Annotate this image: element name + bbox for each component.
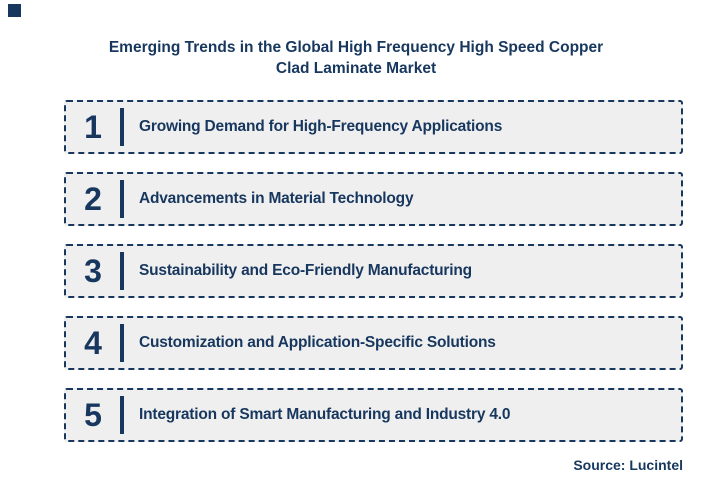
trend-number: 4 [84, 325, 102, 361]
trend-number: 5 [84, 397, 102, 433]
trend-number: 2 [84, 181, 102, 217]
trend-list: 1 Growing Demand for High-Frequency Appl… [64, 100, 683, 442]
trend-item-4: 4 Customization and Application-Specific… [64, 316, 683, 370]
source-attribution: Source: Lucintel [573, 457, 683, 473]
trend-label: Advancements in Material Technology [139, 190, 414, 207]
number-divider-bar [120, 396, 124, 434]
page-title-line-1: Emerging Trends in the Global High Frequ… [108, 39, 604, 56]
corner-square-icon [8, 4, 21, 17]
trend-number: 1 [84, 109, 102, 145]
number-divider-bar [120, 252, 124, 290]
trend-label: Sustainability and Eco-Friendly Manufact… [139, 262, 472, 279]
trend-number: 3 [84, 253, 102, 289]
page-title: Emerging Trends in the Global High Frequ… [0, 37, 712, 79]
page-title-line-2: Clad Laminate Market [275, 60, 437, 77]
trend-label: Integration of Smart Manufacturing and I… [139, 406, 511, 423]
number-divider-bar [120, 324, 124, 362]
number-divider-bar [120, 108, 124, 146]
trend-item-1: 1 Growing Demand for High-Frequency Appl… [64, 100, 683, 154]
trend-label: Customization and Application-Specific S… [139, 334, 496, 351]
trend-item-3: 3 Sustainability and Eco-Friendly Manufa… [64, 244, 683, 298]
number-divider-bar [120, 180, 124, 218]
trend-item-5: 5 Integration of Smart Manufacturing and… [64, 388, 683, 442]
trend-label: Growing Demand for High-Frequency Applic… [139, 118, 503, 135]
trend-item-2: 2 Advancements in Material Technology [64, 172, 683, 226]
